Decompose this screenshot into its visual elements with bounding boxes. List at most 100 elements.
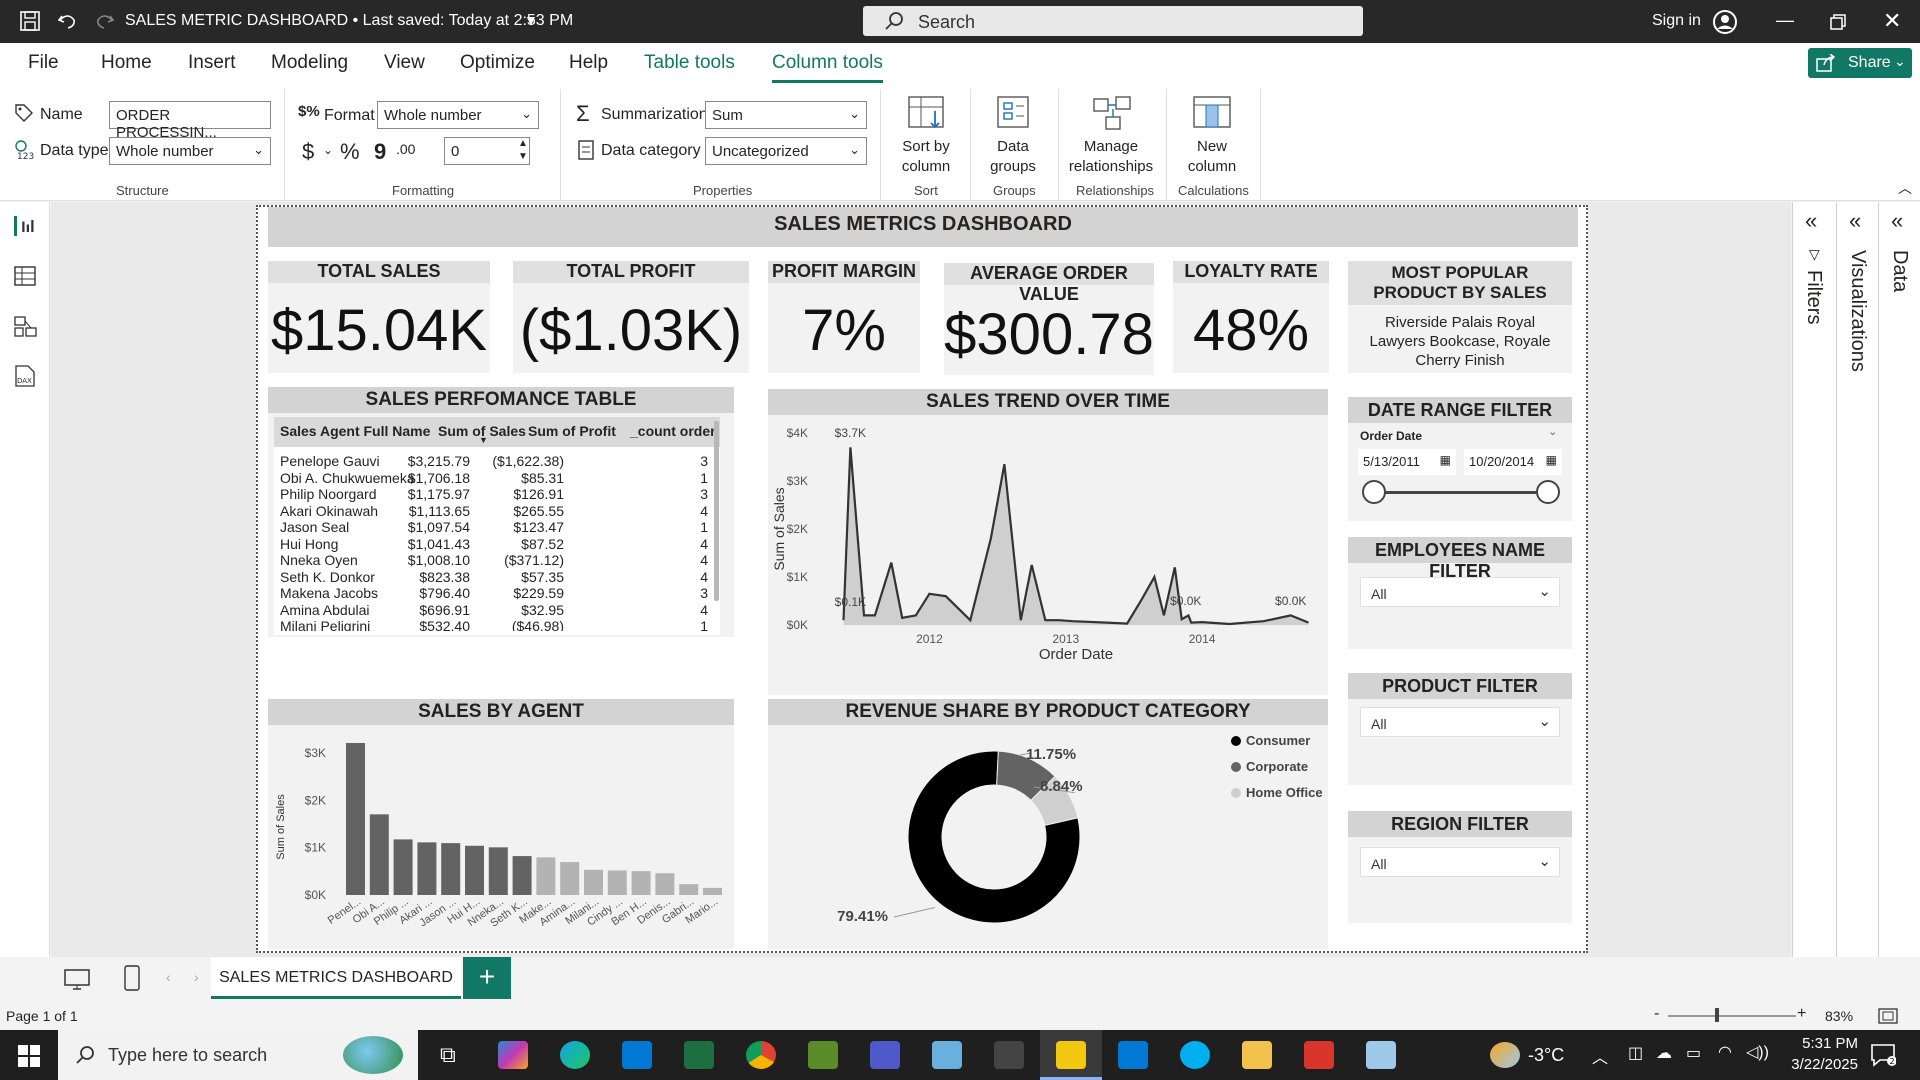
employees-name-filter[interactable]: EMPLOYEES NAME FILTER All ⌄	[1348, 537, 1572, 649]
snap-icon[interactable]	[994, 1041, 1024, 1069]
teams-icon[interactable]	[870, 1041, 900, 1069]
store-icon[interactable]	[622, 1041, 652, 1069]
data-category-select[interactable]: Uncategorized ⌄	[705, 137, 867, 165]
date-slider-start-handle[interactable]	[1362, 480, 1386, 504]
table-scrollbar[interactable]	[714, 421, 719, 601]
kpi-total-sales[interactable]: TOTAL SALES $15.04K	[268, 261, 490, 373]
menu-view[interactable]: View	[384, 52, 425, 73]
model-view-icon[interactable]	[14, 316, 38, 338]
region-dropdown[interactable]: All ⌄	[1360, 847, 1560, 877]
format-select[interactable]: Whole number ⌄	[377, 101, 539, 129]
wps-icon[interactable]	[1304, 1041, 1334, 1069]
report-view-icon[interactable]	[14, 216, 38, 236]
name-input[interactable]: ORDER PROCESSIN...	[109, 101, 271, 141]
desktop-layout-icon[interactable]	[64, 969, 90, 991]
copilot-icon[interactable]	[498, 1041, 528, 1069]
table-row[interactable]: Jason Seal $1,097.54 $123.47 1	[274, 517, 720, 538]
file-explorer-icon[interactable]	[1242, 1041, 1272, 1069]
skype-icon[interactable]	[1180, 1041, 1210, 1069]
table-row[interactable]: Seth K. Donkor $823.38 $57.35 4	[274, 567, 720, 588]
title-dropdown-icon[interactable]: ▼	[524, 12, 538, 28]
table-row[interactable]: Makena Jacobs $796.40 $229.59 3	[274, 583, 720, 604]
table-row[interactable]: Nneka Oyen $1,008.10 ($371.12) 4	[274, 550, 720, 571]
zoom-slider[interactable]	[1668, 1015, 1796, 1017]
fit-to-page-icon[interactable]	[1878, 1008, 1898, 1024]
percent-button[interactable]: %	[340, 139, 360, 164]
prev-page-icon[interactable]: ‹	[166, 969, 171, 985]
sales-performance-table[interactable]: SALES PERFOMANCE TABLE Sales Agent Full …	[268, 387, 734, 637]
zoom-slider-thumb[interactable]	[1715, 1008, 1719, 1022]
table-row[interactable]: Amina Abdulai $696.91 $32.95 4	[274, 600, 720, 621]
table-view-icon[interactable]	[14, 266, 36, 286]
restore-icon[interactable]	[1830, 14, 1846, 30]
notes-app-icon[interactable]	[1366, 1041, 1396, 1069]
share-button[interactable]: Share ⌄	[1808, 48, 1912, 78]
decimal-decrease-icon[interactable]: .00	[396, 141, 416, 157]
calendar-icon[interactable]: ▦	[1545, 453, 1557, 467]
save-icon[interactable]	[19, 10, 41, 32]
calendar-icon[interactable]: ▦	[1439, 453, 1451, 467]
date-slider-end-handle[interactable]	[1536, 480, 1560, 504]
region-filter[interactable]: REGION FILTER All ⌄	[1348, 811, 1572, 923]
comma-button[interactable]: 9	[374, 139, 387, 164]
dax-query-view-icon[interactable]: DAX	[14, 364, 36, 388]
expand-filters-icon[interactable]: «	[1805, 208, 1818, 233]
kpi-total-profit[interactable]: TOTAL PROFIT ($1.03K)	[513, 261, 749, 373]
expand-visualizations-icon[interactable]: «	[1849, 208, 1862, 233]
show-hidden-icons[interactable]: ︿	[1592, 1050, 1609, 1067]
table-row[interactable]: Hui Hong $1,041.43 $87.52 4	[274, 534, 720, 555]
clock-date[interactable]: 3/22/2025	[1791, 1056, 1858, 1073]
next-page-icon[interactable]: ›	[194, 969, 199, 985]
employees-dropdown[interactable]: All ⌄	[1360, 577, 1560, 607]
table-row[interactable]: Obi A. Chukwuemeka $1,706.18 $85.31 1	[274, 468, 720, 489]
table-row[interactable]: Philip Noorgard $1,175.97 $126.91 3	[274, 484, 720, 505]
clock-time[interactable]: 5:31 PM	[1802, 1035, 1858, 1052]
task-view-icon[interactable]: ⧉	[440, 1042, 456, 1067]
volume-icon[interactable]: ◁))	[1746, 1044, 1769, 1061]
taskbar-search[interactable]: Type here to search	[58, 1030, 418, 1080]
table-row[interactable]: Milani Peligrini $532.40 ($46.98) 1	[274, 616, 720, 631]
menu-insert[interactable]: Insert	[188, 52, 236, 73]
battery-icon[interactable]: ▭	[1686, 1045, 1702, 1062]
data-type-select[interactable]: Whole number ⌄	[109, 137, 271, 165]
powerbi-taskbar-item[interactable]	[1040, 1030, 1102, 1080]
kpi-profit-margin[interactable]: PROFIT MARGIN 7%	[768, 261, 920, 373]
menu-column-tools[interactable]: Column tools	[772, 52, 883, 83]
spin-down-icon[interactable]: ▼	[518, 151, 528, 162]
table-row[interactable]: Akari Okinawah $1,113.65 $265.55 4	[274, 501, 720, 522]
zoom-out-icon[interactable]: -	[1654, 1005, 1660, 1022]
minimize-icon[interactable]: —	[1776, 10, 1794, 30]
data-groups-button[interactable]: Data groups	[978, 95, 1048, 177]
redo-icon[interactable]	[94, 10, 116, 32]
date-to-input[interactable]: 10/20/2014 ▦	[1464, 449, 1562, 475]
col-header[interactable]: _count order	[630, 423, 716, 439]
chevron-down-icon[interactable]: ⌄	[1548, 426, 1558, 438]
menu-home[interactable]: Home	[101, 52, 152, 73]
date-from-input[interactable]: 5/13/2011 ▦	[1358, 449, 1456, 475]
kpi-loyalty-rate[interactable]: LOYALTY RATE 48%	[1173, 261, 1329, 373]
sales-by-agent-chart[interactable]: SALES BY AGENT $0K $1K $2K $3K Sum of Sales P…	[268, 699, 734, 949]
page-tab[interactable]: SALES METRICS DASHBOARD	[211, 957, 461, 999]
snowflake-app-icon[interactable]	[932, 1041, 962, 1069]
sales-trend-chart[interactable]: SALES TREND OVER TIME $0K $1K $2K $3K $4K 201…	[768, 389, 1328, 695]
currency-chevron-icon[interactable]: ⌄	[323, 143, 334, 157]
currency-button[interactable]: $	[302, 139, 315, 164]
col-header[interactable]: Sum of Profit	[528, 423, 616, 439]
new-column-button[interactable]: New column	[1172, 95, 1252, 177]
account-icon[interactable]	[1712, 9, 1738, 35]
search-box[interactable]: Search	[863, 6, 1363, 36]
data-pane[interactable]: « Data	[1878, 202, 1920, 957]
menu-help[interactable]: Help	[569, 52, 609, 73]
spin-up-icon[interactable]: ▲	[518, 138, 528, 149]
mobile-layout-icon[interactable]	[124, 965, 140, 991]
expand-data-icon[interactable]: «	[1891, 208, 1904, 233]
table-row[interactable]: Penelope Gauvi $3,215.79 ($1,622.38) 3	[274, 451, 720, 472]
menu-optimize[interactable]: Optimize	[460, 52, 535, 73]
menu-table-tools[interactable]: Table tools	[644, 52, 735, 73]
windows-start-icon[interactable]	[18, 1045, 40, 1067]
date-range-filter[interactable]: DATE RANGE FILTER Order Date ⌄ 5/13/2011…	[1348, 397, 1572, 521]
sign-in-link[interactable]: Sign in	[1652, 12, 1701, 29]
product-filter[interactable]: PRODUCT FILTER All ⌄	[1348, 673, 1572, 785]
chrome-icon[interactable]	[746, 1041, 776, 1069]
summarization-select[interactable]: Sum ⌄	[705, 101, 867, 129]
